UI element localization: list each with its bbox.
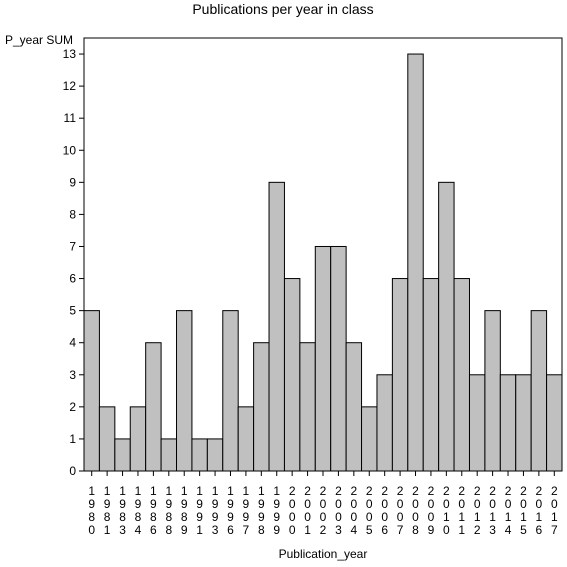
bar bbox=[145, 342, 162, 472]
bar bbox=[283, 278, 301, 472]
y-tick-label: 12 bbox=[63, 79, 77, 93]
y-tick-label: 5 bbox=[69, 304, 76, 318]
bar bbox=[438, 181, 455, 472]
bar bbox=[499, 374, 517, 472]
bar bbox=[98, 406, 116, 472]
bar bbox=[546, 374, 563, 472]
y-tick-label: 7 bbox=[69, 239, 76, 253]
bar bbox=[530, 310, 548, 472]
y-tick-label: 8 bbox=[69, 207, 76, 221]
bar bbox=[330, 245, 347, 472]
y-tick-label: 9 bbox=[69, 175, 76, 189]
bar bbox=[129, 406, 147, 472]
bar bbox=[299, 342, 316, 472]
bar bbox=[391, 278, 409, 472]
bar bbox=[83, 310, 100, 472]
plot-frame bbox=[83, 37, 563, 472]
bar bbox=[206, 438, 224, 472]
y-tick-label: 13 bbox=[63, 47, 77, 61]
bar bbox=[222, 310, 239, 472]
bar bbox=[345, 342, 363, 472]
bars-group bbox=[83, 53, 563, 472]
bar bbox=[114, 438, 131, 472]
bar bbox=[407, 53, 424, 472]
bar bbox=[376, 374, 393, 472]
chart-title: Publications per year in class bbox=[192, 1, 373, 17]
y-tick-label: 1 bbox=[69, 432, 76, 446]
bar bbox=[191, 438, 208, 472]
y-tick-label: 3 bbox=[69, 368, 76, 382]
y-tick-label: 11 bbox=[64, 111, 77, 125]
bar bbox=[515, 374, 532, 472]
bar bbox=[253, 342, 270, 472]
bar bbox=[314, 245, 332, 472]
bar bbox=[268, 181, 285, 472]
bar bbox=[468, 374, 486, 472]
x-axis-ticks: 1 9 8 0 1 9 8 1 1 9 8 3 1 9 8 4 1 9 8 6 1 9 8 8 1 9 8 9 1 9 9 1 1 9 9 3 1 9 9 6… bbox=[88, 471, 558, 537]
bar bbox=[237, 406, 255, 472]
y-tick-label: 6 bbox=[69, 272, 76, 286]
y-tick-label: 4 bbox=[69, 336, 76, 350]
bar bbox=[176, 310, 193, 472]
bar bbox=[422, 278, 440, 472]
y-tick-label: 0 bbox=[69, 464, 76, 478]
bar bbox=[484, 310, 501, 472]
bar bbox=[160, 438, 178, 472]
x-axis-label: Publication_year bbox=[279, 547, 368, 561]
bar bbox=[361, 406, 378, 472]
y-tick-label: 2 bbox=[69, 400, 76, 414]
y-axis-label: P_year SUM bbox=[5, 33, 73, 47]
y-tick-label: 10 bbox=[63, 143, 77, 157]
bar bbox=[453, 278, 470, 472]
